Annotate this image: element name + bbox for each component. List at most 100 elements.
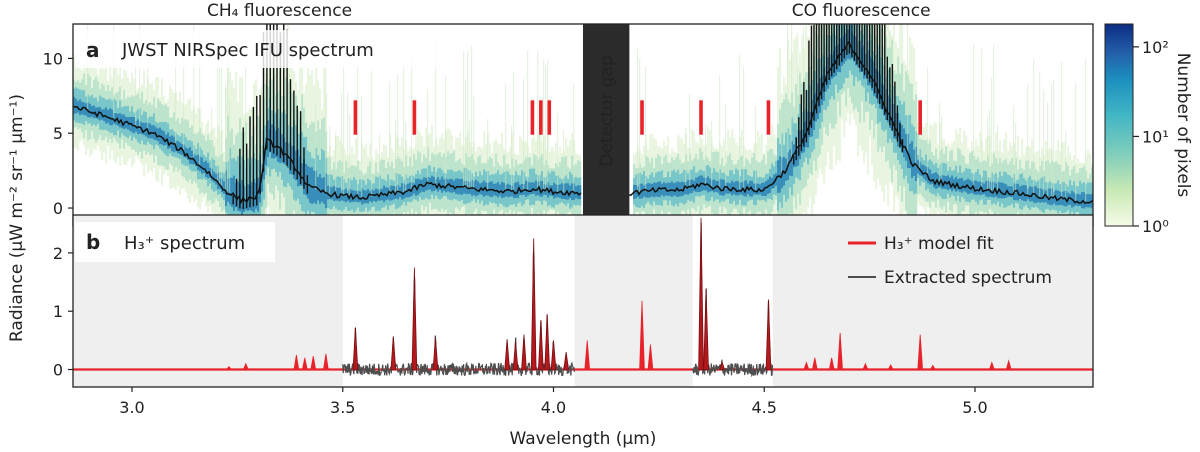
heatmap-column-layer-3 bbox=[1057, 190, 1060, 206]
heatmap-column-layer-3 bbox=[447, 179, 450, 192]
heatmap-column-layer-3 bbox=[671, 181, 674, 198]
heatmap-column-layer-3 bbox=[363, 190, 366, 204]
heatmap-sparse-pixels bbox=[225, 83, 227, 191]
heatmap-sparse-pixels bbox=[217, 58, 219, 182]
heatmap-column-layer-3 bbox=[525, 180, 528, 197]
heatmap-column-layer-3 bbox=[233, 175, 236, 211]
heatmap-column-layer-3 bbox=[961, 177, 964, 193]
heatmap-column-layer-3 bbox=[79, 99, 82, 116]
heatmap-sparse-pixels bbox=[539, 112, 541, 190]
model-fit-peak bbox=[310, 356, 317, 370]
model-fit-peak bbox=[521, 334, 527, 370]
heatmap-column-layer-3 bbox=[975, 180, 978, 196]
heatmap-sparse-pixels bbox=[389, 81, 391, 194]
heatmap-sparse-pixels bbox=[927, 67, 929, 177]
heatmap-column-layer-3 bbox=[849, 24, 852, 60]
h3-line-marker bbox=[918, 100, 922, 135]
heatmap-column-layer-3 bbox=[721, 179, 724, 196]
heatmap-column-layer-3 bbox=[369, 191, 372, 202]
heatmap-column-layer-3 bbox=[265, 137, 268, 166]
model-fit-peak bbox=[550, 340, 557, 370]
median-spectrum-line bbox=[582, 40, 1093, 205]
heatmap-column-layer-3 bbox=[761, 182, 764, 196]
heatmap-sparse-pixels bbox=[1013, 105, 1015, 193]
model-fit-peak bbox=[917, 334, 924, 370]
model-fit-peak bbox=[323, 353, 329, 370]
x-tick-label: 4.0 bbox=[541, 398, 566, 417]
heatmap-column-layer-3 bbox=[1011, 186, 1014, 198]
co-fluorescence-label: CO fluorescence bbox=[792, 1, 931, 21]
heatmap-sparse-pixels bbox=[511, 125, 513, 192]
heatmap-sparse-pixels bbox=[919, 105, 921, 170]
heatmap-column-layer-3 bbox=[1083, 192, 1086, 209]
heatmap-sparse-pixels bbox=[465, 79, 467, 189]
heatmap-column-layer-3 bbox=[541, 181, 544, 197]
heatmap-column-layer-3 bbox=[201, 157, 204, 174]
heatmap-column-layer-3 bbox=[253, 178, 256, 213]
heatmap-column-layer-3 bbox=[215, 173, 218, 185]
heatmap-column-layer-3 bbox=[213, 171, 216, 183]
legend-model-label: H₃⁺ model fit bbox=[884, 234, 994, 254]
heatmap-sparse-pixels bbox=[341, 93, 343, 196]
detector-gap-band bbox=[583, 24, 630, 226]
colorbar-tick-label: 10¹ bbox=[1142, 127, 1169, 146]
heatmap-column-layer-3 bbox=[909, 143, 912, 169]
model-fit-peak bbox=[698, 217, 704, 370]
heatmap-column-layer-3 bbox=[753, 183, 756, 195]
heatmap-sparse-pixels bbox=[211, 107, 213, 176]
heatmap-sparse-pixels bbox=[505, 83, 507, 192]
heatmap-column-layer-3 bbox=[497, 181, 500, 198]
model-fit-peak bbox=[301, 357, 308, 370]
median-spectrum-group bbox=[73, 24, 1093, 210]
heatmap-sparse-pixels bbox=[573, 84, 575, 193]
heatmap-column-layer-3 bbox=[789, 149, 792, 176]
colorbar-ticks: 10⁰ 10¹ 10² bbox=[1133, 38, 1169, 236]
model-fit-peak bbox=[563, 351, 569, 370]
heatmap-sparse-pixels bbox=[719, 75, 721, 188]
heatmap-column-layer-3 bbox=[157, 128, 160, 142]
heatmap-column-layer-3 bbox=[99, 107, 102, 121]
panel-b-frame bbox=[72, 214, 1094, 388]
heatmap-column-layer-3 bbox=[521, 183, 524, 196]
heatmap-sparse-pixels bbox=[1047, 102, 1049, 198]
heatmap-sparse-pixels bbox=[891, 36, 893, 119]
heatmap-column-layer-3 bbox=[111, 109, 114, 126]
heatmap-column-layer-3 bbox=[1089, 194, 1092, 208]
heatmap-column-layer-3 bbox=[353, 190, 356, 202]
panel-b-title: H₃⁺ spectrum bbox=[124, 233, 245, 254]
heatmap-column-layer-3 bbox=[1069, 193, 1072, 205]
heatmap-column-layer-3 bbox=[495, 183, 498, 197]
heatmap-column-layer-3 bbox=[561, 183, 564, 200]
model-fit-peak bbox=[544, 314, 550, 370]
shaded-region bbox=[574, 215, 693, 387]
heatmap-column-layer-3 bbox=[887, 95, 890, 123]
heatmap-column-layer-3 bbox=[673, 183, 676, 196]
heatmap-sparse-pixels bbox=[563, 129, 565, 193]
heatmap-column-layer-3 bbox=[307, 166, 310, 199]
heatmap-column-layer-3 bbox=[567, 183, 570, 200]
heatmap-sparse-pixels bbox=[725, 104, 727, 189]
heatmap-column-layer-3 bbox=[203, 161, 206, 174]
heatmap-column-layer-3 bbox=[169, 136, 172, 149]
heatmap-column-layer-3 bbox=[275, 130, 278, 158]
heatmap-sparse-pixels bbox=[523, 78, 525, 190]
heatmap-column-layer-3 bbox=[109, 108, 112, 126]
model-fit-peak bbox=[988, 361, 995, 370]
heatmap-column-layer-3 bbox=[475, 179, 478, 197]
heatmap-column-layer-3 bbox=[515, 182, 518, 198]
colorbar-tick-label: 10² bbox=[1142, 38, 1169, 57]
panel-b: b H₃⁺ spectrum H₃⁺ model fit Extracted s… bbox=[53, 214, 1094, 449]
h3-line-marker bbox=[699, 100, 703, 135]
heatmap-column-layer-3 bbox=[105, 107, 108, 124]
heatmap-sparse-pixels bbox=[825, 24, 827, 81]
model-fit-peak bbox=[584, 340, 591, 370]
heatmap-column-layer-3 bbox=[933, 173, 936, 188]
heatmap-sparse-pixels bbox=[755, 105, 757, 190]
heatmap-column-layer-3 bbox=[911, 141, 914, 178]
heatmap-sparse-pixels bbox=[403, 64, 405, 193]
heatmap-column-layer-3 bbox=[93, 105, 96, 119]
heatmap-column-layer-3 bbox=[337, 187, 340, 201]
model-fit-peak bbox=[352, 327, 359, 370]
heatmap-sparse-pixels bbox=[183, 38, 185, 152]
colorbar: 10⁰ 10¹ 10² Number of pixels bbox=[1104, 23, 1193, 236]
